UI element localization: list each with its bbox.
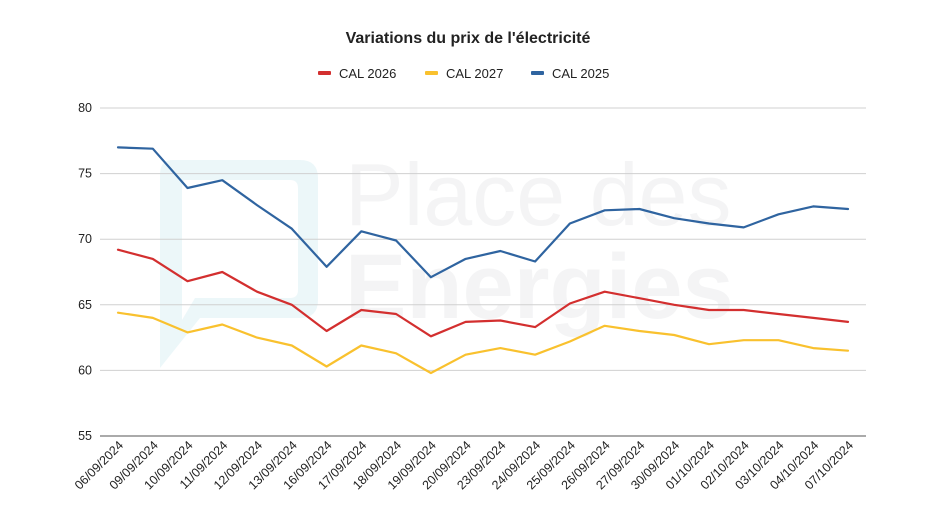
- y-tick-label: 70: [78, 232, 92, 246]
- series-line-cal-2027: [116, 311, 850, 375]
- y-tick-label: 55: [78, 429, 92, 443]
- watermark-text-line2: Energies: [345, 236, 734, 338]
- chart-title: Variations du prix de l'électricité: [346, 30, 591, 47]
- y-tick-label: 80: [78, 101, 92, 115]
- watermark-logo-shape: [160, 160, 318, 368]
- y-tick-label: 75: [78, 167, 92, 181]
- series-line-cal-2026: [116, 248, 850, 338]
- series-lines: [116, 146, 850, 375]
- legend-label-cal-2026: CAL 2026: [339, 66, 396, 81]
- legend-swatch-cal-2026: [318, 71, 331, 75]
- watermark-logo: Place des Energies: [160, 145, 734, 368]
- watermark-logo-inner: [182, 180, 298, 320]
- legend: CAL 2026 CAL 2027 CAL 2025: [318, 66, 609, 81]
- y-axis-ticks: 55 60 65 70 75 80: [78, 101, 92, 443]
- legend-label-cal-2025: CAL 2025: [552, 66, 609, 81]
- x-axis-ticks: 06/09/202409/09/202410/09/202411/09/2024…: [72, 438, 856, 492]
- y-tick-label: 60: [78, 363, 92, 377]
- watermark-text-line1: Place des: [345, 145, 731, 244]
- grid-lines: [100, 107, 866, 437]
- y-tick-label: 65: [78, 298, 92, 312]
- legend-swatch-cal-2025: [531, 71, 544, 75]
- legend-swatch-cal-2027: [425, 71, 438, 75]
- legend-label-cal-2027: CAL 2027: [446, 66, 503, 81]
- series-line-cal-2025: [116, 146, 850, 279]
